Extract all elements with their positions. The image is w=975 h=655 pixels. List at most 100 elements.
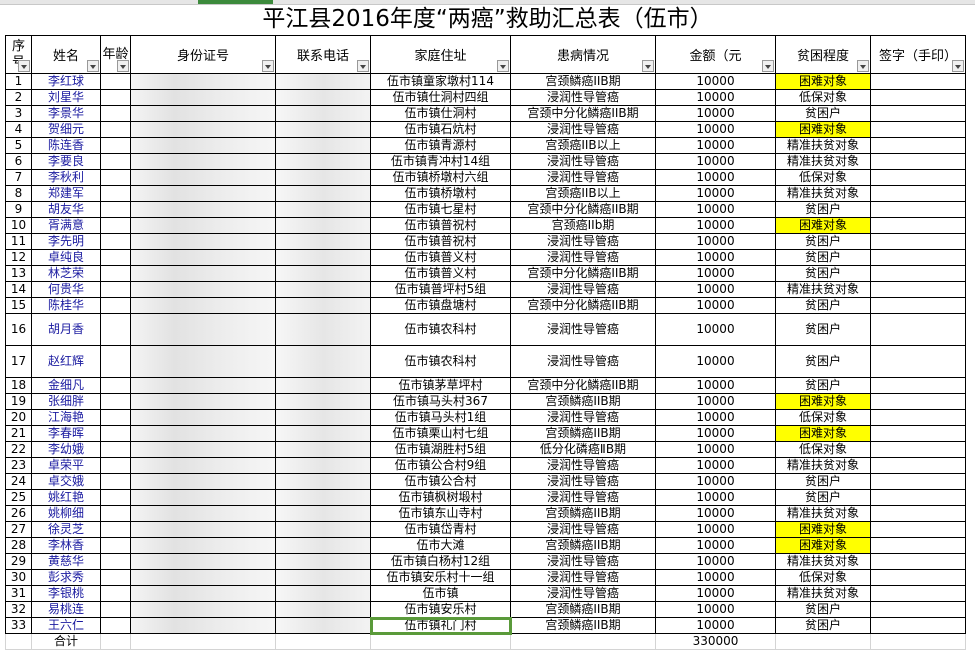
poverty-level-cell[interactable]: 精准扶贫对象 <box>775 153 871 170</box>
id-number-cell-redacted[interactable] <box>130 137 276 154</box>
age-cell[interactable] <box>100 121 131 138</box>
amount-cell[interactable]: 10000 <box>655 393 776 410</box>
poverty-level-cell[interactable]: 贫困户 <box>775 345 871 378</box>
disease-cell[interactable]: 宫颈中分化鳞癌IIB期 <box>510 105 656 122</box>
disease-cell[interactable]: 宫颈癌IIB以上 <box>510 137 656 154</box>
id-number-cell-redacted[interactable] <box>130 409 276 426</box>
id-number-cell-redacted[interactable] <box>130 153 276 170</box>
filter-dropdown-icon[interactable] <box>357 60 369 72</box>
age-cell[interactable] <box>100 281 131 298</box>
seq-cell[interactable]: 17 <box>5 345 32 378</box>
address-cell[interactable]: 伍市镇桥墩村六组 <box>370 169 511 186</box>
amount-cell[interactable]: 10000 <box>655 217 776 234</box>
address-cell[interactable]: 伍市镇桥墩村 <box>370 185 511 202</box>
id-number-cell-redacted[interactable] <box>130 89 276 106</box>
address-cell[interactable]: 伍市镇农科村 <box>370 313 511 346</box>
poverty-level-cell[interactable]: 精准扶贫对象 <box>775 185 871 202</box>
filter-dropdown-icon[interactable] <box>857 60 869 72</box>
id-number-cell-redacted[interactable] <box>130 425 276 442</box>
seq-cell[interactable]: 15 <box>5 297 32 314</box>
seq-cell[interactable]: 24 <box>5 473 32 490</box>
amount-cell[interactable]: 10000 <box>655 281 776 298</box>
id-number-cell-redacted[interactable] <box>130 537 276 554</box>
name-cell[interactable]: 金细凡 <box>31 377 101 394</box>
disease-cell[interactable]: 浸润性导管癌 <box>510 489 656 506</box>
amount-cell[interactable]: 10000 <box>655 265 776 282</box>
age-cell[interactable] <box>100 249 131 266</box>
age-cell[interactable] <box>100 553 131 570</box>
address-cell[interactable]: 伍市镇枫树塅村 <box>370 489 511 506</box>
id-number-cell-redacted[interactable] <box>130 265 276 282</box>
name-cell[interactable]: 姚红艳 <box>31 489 101 506</box>
phone-cell-redacted[interactable] <box>275 185 371 202</box>
age-cell[interactable] <box>100 377 131 394</box>
name-cell[interactable]: 胡月香 <box>31 313 101 346</box>
seq-cell[interactable]: 6 <box>5 153 32 170</box>
name-cell[interactable]: 李春晖 <box>31 425 101 442</box>
age-cell[interactable] <box>100 457 131 474</box>
address-cell[interactable]: 伍市镇白杨村12组 <box>370 553 511 570</box>
poverty-level-cell[interactable]: 困难对象 <box>775 521 871 538</box>
poverty-level-cell[interactable]: 贫困户 <box>775 617 871 634</box>
address-cell[interactable]: 伍市镇普义村 <box>370 249 511 266</box>
total-empty-cell[interactable] <box>775 633 871 650</box>
signature-cell[interactable] <box>870 441 966 458</box>
signature-cell[interactable] <box>870 185 966 202</box>
disease-cell[interactable]: 宫颈中分化鳞癌IIB期 <box>510 201 656 218</box>
address-cell[interactable]: 伍市镇青冲村14组 <box>370 153 511 170</box>
amount-cell[interactable]: 10000 <box>655 473 776 490</box>
poverty-level-cell[interactable]: 贫困户 <box>775 473 871 490</box>
disease-cell[interactable]: 浸润性导管癌 <box>510 569 656 586</box>
address-cell[interactable]: 伍市镇安乐村十一组 <box>370 569 511 586</box>
id-number-cell-redacted[interactable] <box>130 313 276 346</box>
id-number-cell-redacted[interactable] <box>130 553 276 570</box>
id-number-cell-redacted[interactable] <box>130 73 276 90</box>
amount-cell[interactable]: 10000 <box>655 617 776 634</box>
phone-cell-redacted[interactable] <box>275 489 371 506</box>
disease-cell[interactable]: 浸润性导管癌 <box>510 409 656 426</box>
address-cell[interactable]: 伍市镇礼门村 <box>369 616 512 635</box>
seq-cell[interactable]: 29 <box>5 553 32 570</box>
disease-cell[interactable]: 宫颈中分化鳞癌IIB期 <box>510 265 656 282</box>
disease-cell[interactable]: 浸润性导管癌 <box>510 169 656 186</box>
poverty-level-cell[interactable]: 贫困户 <box>775 105 871 122</box>
amount-cell[interactable]: 10000 <box>655 553 776 570</box>
disease-cell[interactable]: 宫颈鳞癌IIB期 <box>510 425 656 442</box>
amount-cell[interactable]: 10000 <box>655 249 776 266</box>
poverty-level-cell[interactable]: 困难对象 <box>775 393 871 410</box>
name-cell[interactable]: 张细胖 <box>31 393 101 410</box>
total-empty-cell[interactable] <box>275 633 371 650</box>
age-cell[interactable] <box>100 473 131 490</box>
phone-cell-redacted[interactable] <box>275 473 371 490</box>
signature-cell[interactable] <box>870 345 966 378</box>
id-number-cell-redacted[interactable] <box>130 585 276 602</box>
seq-cell[interactable]: 10 <box>5 217 32 234</box>
name-cell[interactable]: 胥满意 <box>31 217 101 234</box>
phone-cell-redacted[interactable] <box>275 297 371 314</box>
address-cell[interactable]: 伍市镇普祝村 <box>370 217 511 234</box>
disease-cell[interactable]: 浸润性导管癌 <box>510 313 656 346</box>
age-cell[interactable] <box>100 617 131 634</box>
signature-cell[interactable] <box>870 377 966 394</box>
disease-cell[interactable]: 宫颈鳞癌IIB期 <box>510 537 656 554</box>
seq-cell[interactable]: 32 <box>5 601 32 618</box>
id-number-cell-redacted[interactable] <box>130 249 276 266</box>
age-cell[interactable] <box>100 313 131 346</box>
amount-cell[interactable]: 10000 <box>655 121 776 138</box>
name-cell[interactable]: 李林香 <box>31 537 101 554</box>
poverty-level-cell[interactable]: 精准扶贫对象 <box>775 553 871 570</box>
disease-cell[interactable]: 浸润性导管癌 <box>510 89 656 106</box>
id-number-cell-redacted[interactable] <box>130 393 276 410</box>
signature-cell[interactable] <box>870 281 966 298</box>
seq-cell[interactable]: 14 <box>5 281 32 298</box>
signature-cell[interactable] <box>870 393 966 410</box>
disease-cell[interactable]: 浸润性导管癌 <box>510 521 656 538</box>
phone-cell-redacted[interactable] <box>275 265 371 282</box>
name-cell[interactable]: 李要良 <box>31 153 101 170</box>
amount-cell[interactable]: 10000 <box>655 569 776 586</box>
address-cell[interactable]: 伍市镇岱青村 <box>370 521 511 538</box>
signature-cell[interactable] <box>870 153 966 170</box>
amount-cell[interactable]: 10000 <box>655 425 776 442</box>
total-empty-cell[interactable] <box>370 633 511 650</box>
disease-cell[interactable]: 宫颈鳞癌IIB期 <box>510 601 656 618</box>
